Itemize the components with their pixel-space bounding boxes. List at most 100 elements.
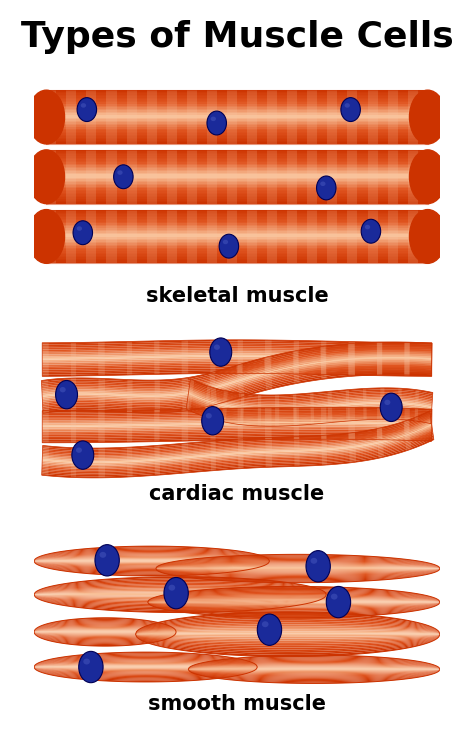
Bar	[46, 223, 428, 225]
Bar	[167, 210, 177, 264]
Polygon shape	[34, 581, 326, 595]
Polygon shape	[186, 406, 431, 425]
Bar	[46, 176, 428, 178]
Bar	[46, 182, 428, 184]
Polygon shape	[186, 407, 431, 426]
Polygon shape	[148, 602, 440, 615]
Bar	[227, 90, 237, 144]
Polygon shape	[237, 408, 243, 440]
Polygon shape	[34, 558, 269, 561]
Bar	[46, 150, 428, 151]
Bar	[267, 90, 277, 144]
Polygon shape	[71, 378, 76, 411]
Polygon shape	[34, 622, 176, 632]
Polygon shape	[43, 369, 432, 408]
Bar	[46, 254, 428, 255]
Polygon shape	[42, 410, 432, 416]
Bar	[46, 262, 428, 264]
Bar	[46, 191, 428, 193]
Polygon shape	[210, 440, 216, 471]
Bar	[46, 189, 428, 191]
Polygon shape	[34, 552, 269, 561]
Ellipse shape	[73, 221, 92, 245]
Polygon shape	[42, 438, 434, 478]
Ellipse shape	[410, 150, 446, 204]
Polygon shape	[42, 354, 432, 394]
Polygon shape	[42, 422, 432, 461]
Polygon shape	[348, 342, 355, 375]
Bar	[46, 242, 428, 243]
Polygon shape	[34, 561, 269, 564]
Ellipse shape	[210, 117, 216, 121]
Polygon shape	[182, 340, 188, 374]
Polygon shape	[34, 632, 176, 637]
Polygon shape	[34, 667, 257, 669]
Polygon shape	[188, 667, 440, 670]
Bar	[267, 150, 277, 204]
Polygon shape	[42, 342, 432, 346]
Polygon shape	[189, 391, 432, 409]
Polygon shape	[190, 379, 433, 396]
Polygon shape	[34, 595, 326, 604]
Bar	[46, 231, 428, 233]
Polygon shape	[188, 656, 440, 670]
Polygon shape	[42, 372, 432, 376]
Polygon shape	[34, 625, 176, 632]
Polygon shape	[42, 418, 431, 457]
Polygon shape	[34, 595, 326, 607]
Polygon shape	[348, 343, 355, 377]
Polygon shape	[237, 340, 243, 374]
Polygon shape	[34, 584, 326, 595]
Polygon shape	[188, 661, 440, 670]
Bar	[46, 249, 428, 251]
Bar	[46, 127, 428, 129]
Polygon shape	[71, 410, 76, 443]
Bar	[367, 210, 378, 264]
Polygon shape	[310, 392, 314, 425]
Bar	[46, 179, 428, 181]
Polygon shape	[403, 419, 411, 451]
Polygon shape	[34, 595, 326, 610]
Polygon shape	[42, 424, 432, 463]
Polygon shape	[42, 419, 432, 423]
Bar	[46, 110, 428, 112]
Polygon shape	[34, 594, 326, 595]
Polygon shape	[148, 602, 440, 618]
Bar	[46, 202, 428, 204]
Bar	[127, 210, 137, 264]
Polygon shape	[156, 556, 440, 568]
Ellipse shape	[345, 103, 350, 108]
Polygon shape	[42, 343, 49, 376]
Ellipse shape	[55, 380, 78, 409]
Polygon shape	[156, 568, 440, 572]
Polygon shape	[42, 422, 432, 427]
Ellipse shape	[331, 594, 337, 600]
Polygon shape	[188, 663, 440, 670]
Polygon shape	[156, 568, 440, 578]
Bar	[46, 210, 56, 264]
Polygon shape	[98, 342, 105, 376]
Polygon shape	[136, 634, 440, 657]
Polygon shape	[42, 357, 432, 397]
Polygon shape	[42, 350, 432, 390]
Polygon shape	[321, 341, 327, 374]
Polygon shape	[42, 416, 432, 422]
Ellipse shape	[202, 407, 224, 435]
Bar	[146, 210, 157, 264]
Bar	[46, 95, 428, 97]
Polygon shape	[377, 342, 382, 375]
Ellipse shape	[95, 545, 119, 576]
Polygon shape	[210, 408, 216, 440]
Ellipse shape	[60, 387, 66, 392]
Ellipse shape	[210, 338, 232, 366]
Ellipse shape	[114, 165, 133, 189]
Polygon shape	[34, 632, 176, 640]
Polygon shape	[293, 340, 299, 374]
Polygon shape	[34, 664, 257, 667]
Polygon shape	[34, 652, 257, 667]
Bar	[66, 90, 76, 144]
Polygon shape	[186, 379, 194, 411]
Polygon shape	[156, 568, 440, 571]
Polygon shape	[34, 632, 176, 643]
Polygon shape	[42, 419, 431, 458]
